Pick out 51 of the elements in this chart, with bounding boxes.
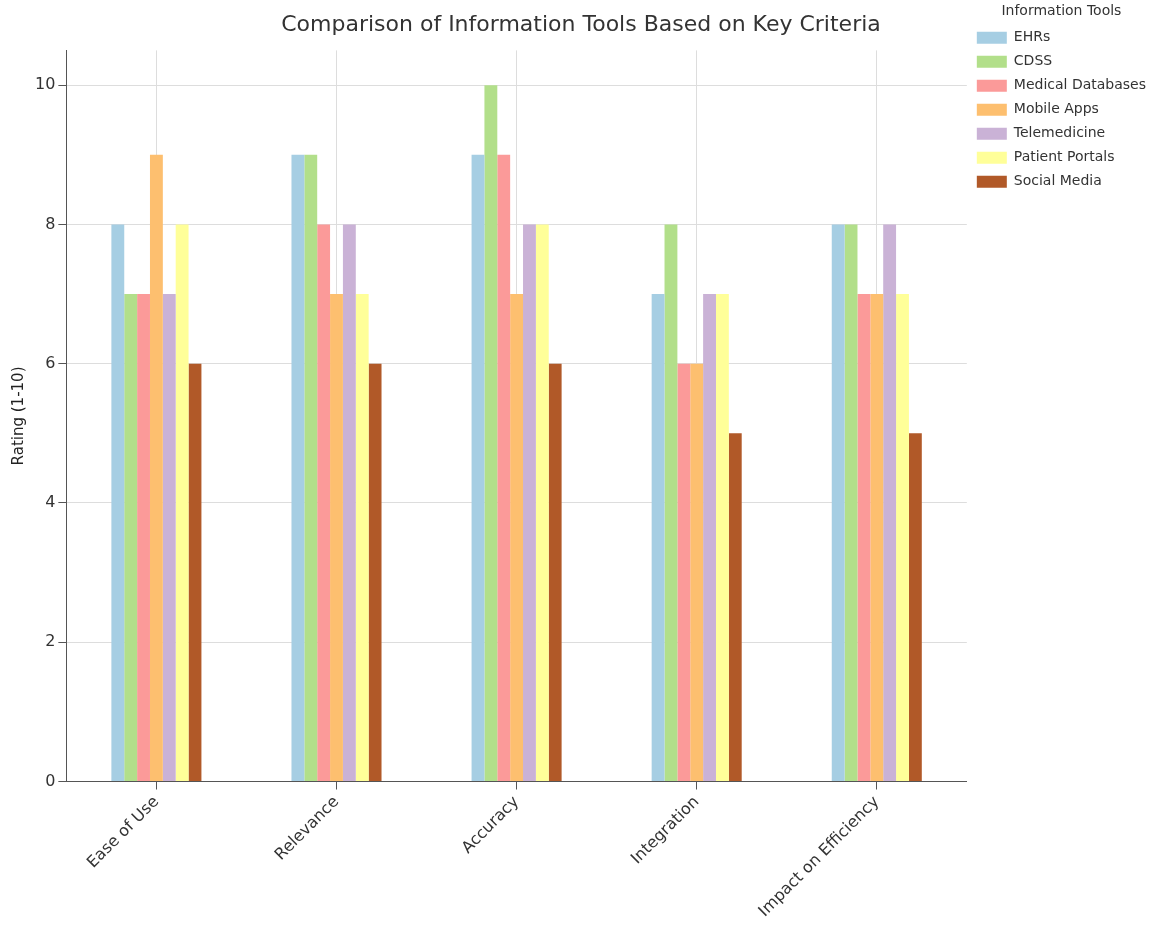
bar [728, 433, 742, 782]
legend-label: Mobile Apps [1013, 100, 1099, 117]
bar [342, 224, 356, 782]
bar [523, 224, 536, 782]
bar [162, 294, 176, 782]
bar [908, 433, 922, 782]
bar [651, 294, 665, 782]
bar [188, 363, 202, 782]
y-tick-label: 2 [45, 631, 56, 651]
bar [677, 363, 691, 782]
y-tick-label: 4 [45, 492, 56, 512]
bar [664, 224, 678, 782]
bar [844, 224, 858, 782]
bar [715, 294, 729, 782]
bar [883, 224, 897, 782]
bar [111, 224, 125, 782]
y-axis-title: Rating (1-10) [8, 366, 27, 466]
legend-label: EHRs [1013, 28, 1051, 45]
bar [291, 154, 305, 782]
chart-title: Comparison of Information Tools Based on Key Criteria [281, 10, 881, 36]
bar [690, 363, 704, 782]
bar [870, 294, 884, 782]
bar [149, 154, 163, 782]
bar [175, 224, 189, 782]
legend-label: CDSS [1013, 52, 1053, 69]
bar [484, 85, 498, 782]
bar [124, 294, 138, 782]
bar [137, 294, 150, 782]
bar [703, 294, 716, 782]
y-tick-label: 10 [35, 74, 56, 94]
bar [535, 224, 549, 782]
legend-label: Social Media [1013, 172, 1102, 189]
bar [548, 363, 562, 782]
y-tick-label: 0 [45, 770, 56, 790]
bar [355, 294, 369, 782]
bar [857, 294, 871, 782]
bar [317, 224, 331, 782]
y-tick-label: 6 [45, 352, 56, 372]
bar [896, 294, 909, 782]
bar [497, 154, 511, 782]
bar [510, 294, 524, 782]
bar [831, 224, 845, 782]
bar [471, 154, 485, 782]
bar [330, 294, 343, 782]
legend-label: Telemedicine [1012, 124, 1106, 141]
legend-label: Patient Portals [1013, 148, 1115, 165]
legend-title: Information Tools [1001, 1, 1122, 18]
legend-label: Medical Databases [1013, 76, 1147, 93]
y-tick-label: 8 [45, 213, 56, 233]
bar [368, 363, 382, 782]
bar [304, 154, 318, 782]
